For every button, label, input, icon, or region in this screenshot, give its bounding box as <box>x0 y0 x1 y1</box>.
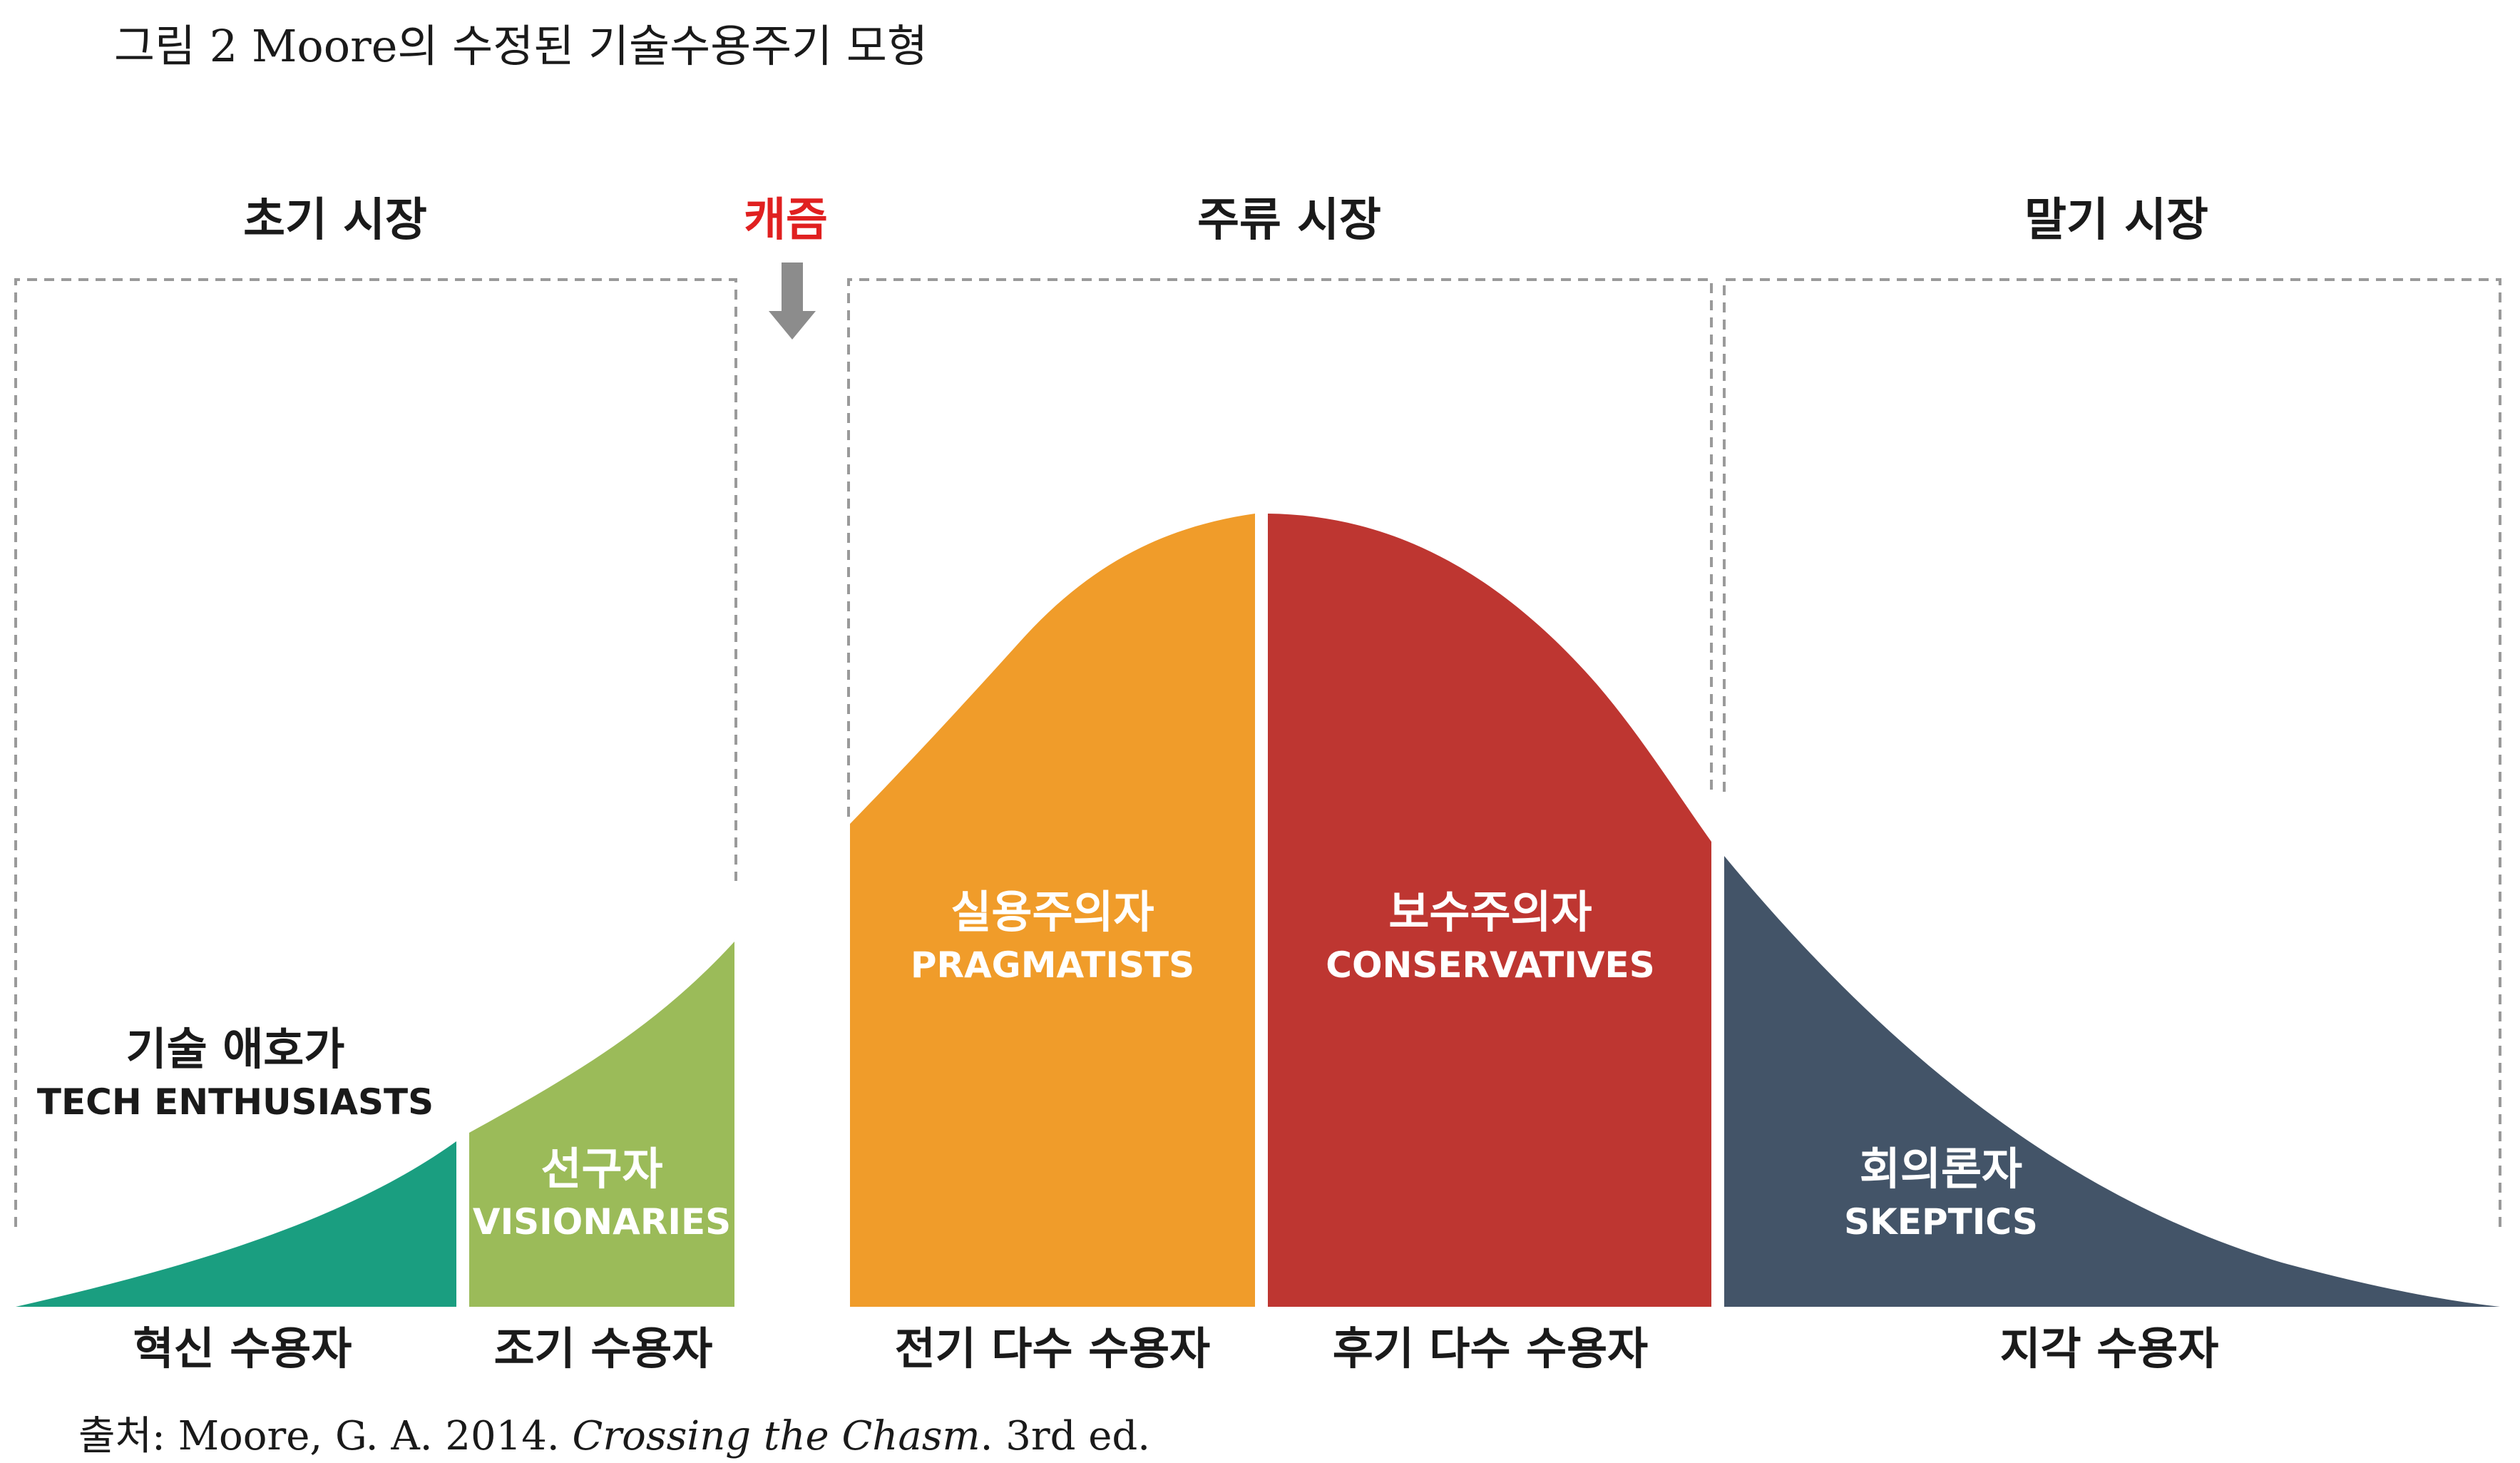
late-majority-label-en: CONSERVATIVES <box>1326 944 1654 986</box>
early-majority-segment <box>850 514 1255 1307</box>
late-majority-adopter-label: 후기 다수 수용자 <box>1333 1322 1648 1375</box>
mainstream-market-label: 주류 시장 <box>1197 194 1381 247</box>
early-majority-label-kr: 실용주의자 <box>951 886 1154 938</box>
laggards-segment <box>1724 856 2500 1307</box>
figure-title: 그림 2 Moore의 수정된 기술수용주기 모형 <box>114 20 928 72</box>
mainstream-market-box <box>847 278 1713 817</box>
source-suffix: . 3rd ed. <box>980 1413 1151 1459</box>
innovators-label-en: TECH ENTHUSIASTS <box>37 1081 434 1123</box>
laggards-label-en: SKEPTICS <box>1844 1201 2038 1243</box>
figure-source: 출처: Moore, G. A. 2014. Crossing the Chas… <box>78 1404 1150 1462</box>
early-adopters-label-en: VISIONARIES <box>473 1201 731 1243</box>
innovators-label-kr: 기술 애호가 <box>126 1023 345 1075</box>
early-market-label: 초기 시장 <box>243 194 427 247</box>
innovators-adopter-label: 혁신 수용자 <box>133 1322 352 1375</box>
early-majority-adopter-label: 전기 다수 수용자 <box>895 1322 1210 1375</box>
source-book-title: Crossing the Chasm <box>572 1413 980 1459</box>
chasm-label: 캐즘 <box>744 194 828 247</box>
laggards-label-kr: 회의론자 <box>1860 1143 2022 1195</box>
source-prefix: 출처: Moore, G. A. 2014. <box>78 1413 573 1459</box>
late-market-label: 말기 시장 <box>2024 194 2208 247</box>
early-adopters-segment <box>469 942 734 1307</box>
late-market-box <box>1723 278 2501 1227</box>
laggards-adopter-label: 지각 수용자 <box>2000 1322 2219 1375</box>
innovators-segment <box>16 1141 456 1307</box>
early-adopters-adopter-label: 조기 수용자 <box>494 1322 713 1375</box>
early-majority-label-en: PRAGMATISTS <box>911 944 1194 986</box>
late-majority-segment <box>1268 514 1711 1307</box>
early-market-box <box>14 278 737 1227</box>
late-majority-label-kr: 보수주의자 <box>1388 886 1592 938</box>
chasm-down-arrow-icon <box>769 262 816 340</box>
early-adopters-label-kr: 선구자 <box>541 1143 662 1195</box>
